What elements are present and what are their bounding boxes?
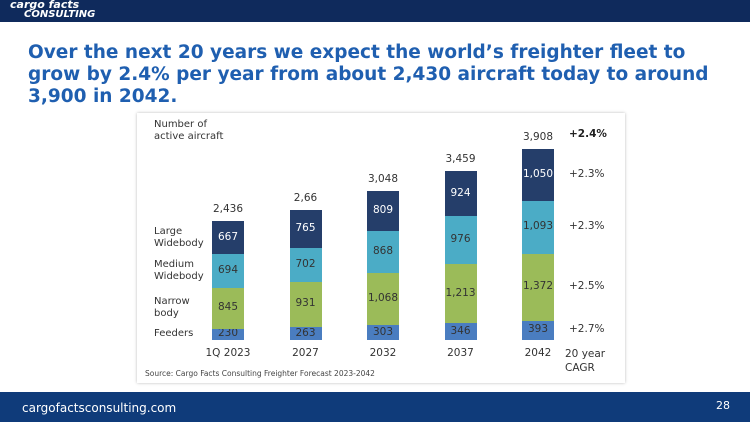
bar-segment [522,200,554,254]
segment-label: 702 [295,257,316,270]
bar-segment [212,328,244,340]
segment-label: 393 [527,323,549,336]
segment-label: 845 [217,301,239,314]
segment-label: 1,372 [522,280,554,293]
total-cagr-label: +2.4% [569,128,607,140]
bar-segment [444,171,477,217]
x-tick-label: 2042 [524,347,552,359]
legend-label: Medium Widebody [154,258,204,282]
bar-segment [367,191,399,231]
segment-label: 931 [295,297,316,310]
source-note: Source: Cargo Facts Consulting Freighter… [145,369,375,378]
cagr-label: +2.3% [569,168,605,181]
cagr-label: +2.3% [569,220,605,233]
segment-label: 263 [295,326,316,339]
logo-line: cargo facts [10,0,80,11]
bar-segment [444,323,477,340]
header-band: cargo facts CONSULTING [0,0,750,22]
bar-segment [212,221,244,254]
bar-segment [289,327,322,340]
total-label: 2,66 [293,192,318,205]
bar-segment [289,247,322,282]
logo-line: CONSULTING [24,9,96,20]
footer-site: cargofactsconsulting.com [22,401,177,415]
segment-label: 1,050 [522,168,554,181]
segment-label: 694 [217,263,239,276]
segment-label: 346 [450,324,471,337]
bar-segment [522,149,554,201]
slide-title: Over the next 20 years we expect the wor… [28,42,709,107]
segment-label: 1,213 [445,286,476,299]
segment-label: 809 [372,204,394,217]
bar-segment [289,281,322,328]
logo: cargo facts CONSULTING [10,0,95,20]
segment-label: 765 [295,221,316,234]
bar-segment [367,230,399,274]
total-label: 3,048 [367,173,399,186]
x-tick-label: 2032 [369,347,397,359]
bar-segment [444,216,477,264]
x-tick-label: 2027 [292,347,319,359]
footer-band: cargofactsconsulting.com 28 [0,392,750,422]
x-tick-label: 1Q 2023 [205,347,251,359]
bar-segment [444,263,477,324]
segment-label: 667 [217,230,239,243]
bar-segment [522,253,554,321]
legend-label: Narrow body [154,296,190,320]
bar-segment [212,253,244,288]
bar-segment [367,273,399,326]
total-label: 3,459 [445,153,476,166]
cagr-label: +2.7% [569,323,605,336]
page-number: 28 [716,399,730,412]
chart-box: Number of active aircraft 230 845 694 667 2,4… [137,113,625,383]
total-label: 3,908 [522,131,554,144]
segment-label: 303 [372,325,394,338]
x-tick-label: 2037 [447,347,474,359]
axis-label: Number of active aircraft [154,119,224,142]
segment-label: 868 [372,245,394,257]
bar-segment [289,210,322,248]
cagr-header: 20 year CAGR [565,348,606,374]
segment-label: 1,068 [367,292,399,305]
cagr-label: +2.5% [569,280,605,293]
legend-label: Large Widebody [154,225,204,249]
total-label: 2,436 [212,203,244,216]
bar-segment [522,320,554,340]
bar-segment [367,325,399,340]
legend-label: Feeders [154,328,194,340]
segment-label: 976 [450,233,471,246]
segment-label: 230 [217,327,239,340]
bar-segment [212,287,244,329]
segment-label: 1,093 [522,220,554,233]
segment-label: 924 [450,186,471,199]
